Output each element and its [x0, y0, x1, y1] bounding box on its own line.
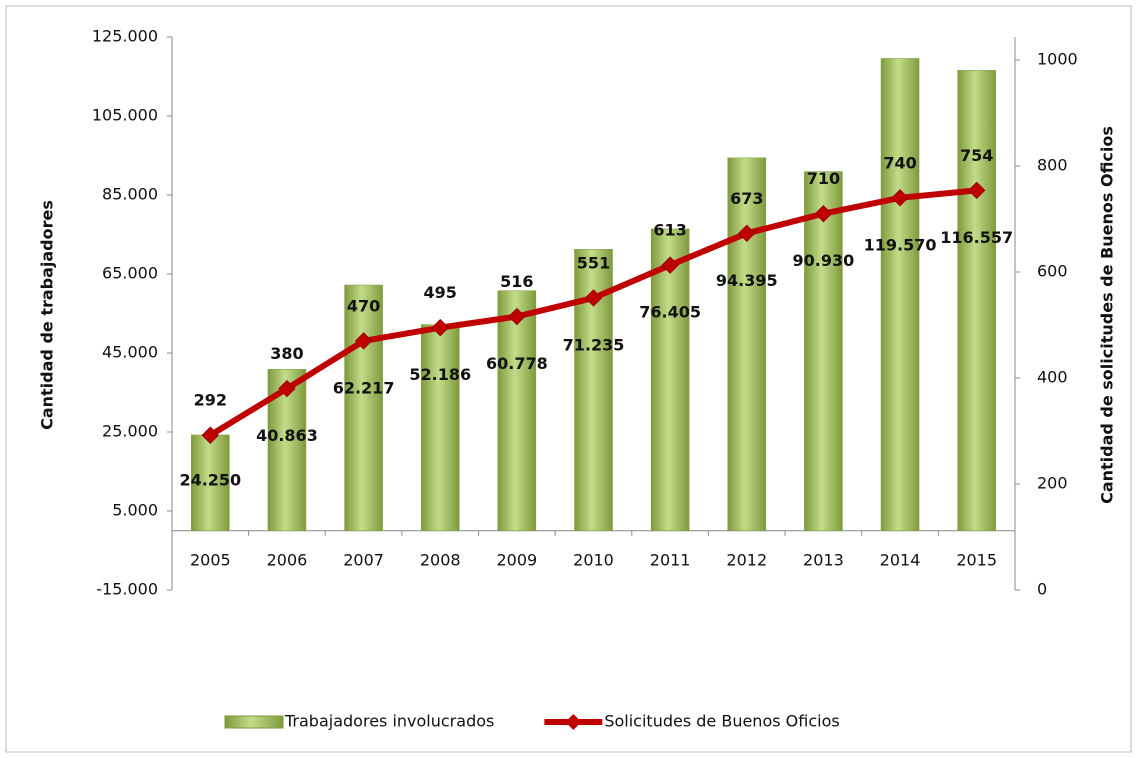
bar: [880, 58, 920, 532]
marker: [354, 332, 373, 350]
data-label: 551: [577, 253, 610, 272]
marker: [508, 307, 526, 326]
marker: [661, 256, 679, 274]
marker: [814, 204, 833, 223]
data-label: 40.863: [256, 426, 318, 445]
y2-tick-label: 400: [1037, 368, 1068, 387]
legend-label: Trabajadores involucrados: [284, 712, 494, 731]
y-tick-label: 85.000: [102, 185, 158, 204]
bar: [191, 434, 230, 531]
bar: [804, 171, 843, 531]
x-tick-label: 2007: [343, 550, 384, 569]
x-tick-label: 2013: [803, 550, 844, 569]
x-tick-label: 2009: [497, 550, 538, 569]
y-tick-label: 5.000: [112, 501, 158, 520]
y-tick-label: 105.000: [92, 106, 158, 125]
y2-tick-label: 600: [1037, 262, 1068, 281]
y-tick-label: 25.000: [102, 422, 158, 441]
data-label: 516: [500, 272, 533, 291]
data-label: 710: [807, 169, 840, 188]
data-label: 24.250: [179, 470, 241, 489]
data-label: 470: [347, 296, 380, 315]
data-label: 94.395: [716, 271, 778, 290]
y2-tick-label: 0: [1037, 580, 1047, 599]
data-label: 62.217: [333, 378, 395, 397]
legend-label: Solicitudes de Buenos Oficios: [604, 712, 839, 731]
x-tick-label: 2006: [267, 550, 308, 569]
y-tick-label: 125.000: [92, 27, 158, 46]
data-label: 52.186: [409, 365, 471, 384]
data-label: 740: [883, 153, 916, 172]
y2-tick-label: 1000: [1037, 50, 1078, 69]
marker: [278, 379, 296, 398]
data-label: 90.930: [793, 251, 855, 270]
data-label: 673: [730, 189, 763, 208]
data-label: 380: [270, 344, 303, 363]
y2-tick-label: 200: [1037, 474, 1068, 493]
y-tick-label: 45.000: [102, 343, 158, 362]
marker: [431, 318, 449, 337]
data-label: 116.557: [940, 228, 1013, 247]
x-tick-label: 2008: [420, 550, 461, 569]
y-tick-label: 65.000: [102, 264, 158, 283]
x-tick-label: 2015: [956, 550, 997, 569]
data-label: 119.570: [864, 235, 937, 254]
y2-tick-label: 800: [1037, 156, 1068, 175]
bar: [957, 70, 996, 531]
y2-axis-title: Cantidad de solicitudes de Buenos Oficio…: [1098, 126, 1117, 504]
x-tick-label: 2011: [650, 550, 691, 569]
marker: [738, 224, 756, 243]
data-label: 495: [424, 283, 457, 302]
marker: [584, 289, 603, 307]
x-tick-label: 2005: [190, 550, 231, 569]
data-label: 60.778: [486, 354, 548, 373]
bar: [650, 228, 690, 531]
data-label: 754: [960, 146, 993, 165]
bar: [497, 290, 537, 532]
chart-frame: [5, 5, 1132, 753]
bar: [727, 157, 767, 532]
y-axis-title: Cantidad de trabajadores: [38, 200, 57, 430]
x-tick-label: 2014: [880, 550, 921, 569]
bar: [420, 324, 460, 531]
marker: [891, 189, 909, 207]
data-label: 71.235: [563, 335, 625, 354]
x-tick-label: 2012: [726, 550, 767, 569]
data-label: 76.405: [639, 303, 701, 322]
data-label: 613: [653, 221, 686, 240]
legend-swatch: [224, 715, 284, 729]
x-tick-label: 2010: [573, 550, 614, 569]
legend-marker: [565, 714, 582, 730]
bar: [344, 284, 383, 532]
y-tick-label: -15.000: [96, 580, 158, 599]
marker: [967, 181, 986, 200]
data-label: 292: [194, 391, 227, 410]
marker: [201, 426, 220, 444]
